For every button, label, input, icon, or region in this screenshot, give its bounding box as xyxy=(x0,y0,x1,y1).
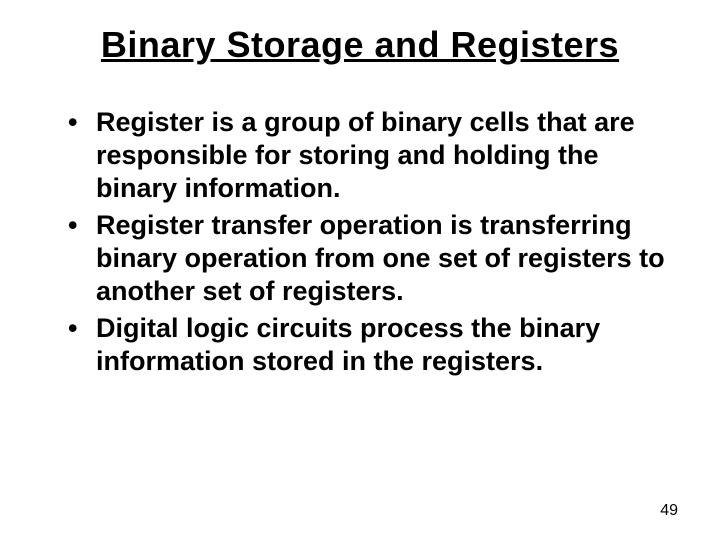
slide-container: Binary Storage and Registers Register is… xyxy=(0,0,720,540)
page-number: 49 xyxy=(660,502,678,520)
list-item: Register is a group of binary cells that… xyxy=(68,106,672,205)
slide-title: Binary Storage and Registers xyxy=(48,24,672,66)
bullet-list: Register is a group of binary cells that… xyxy=(48,106,672,378)
list-item: Digital logic circuits process the binar… xyxy=(68,312,672,378)
list-item: Register transfer operation is transferr… xyxy=(68,209,672,308)
